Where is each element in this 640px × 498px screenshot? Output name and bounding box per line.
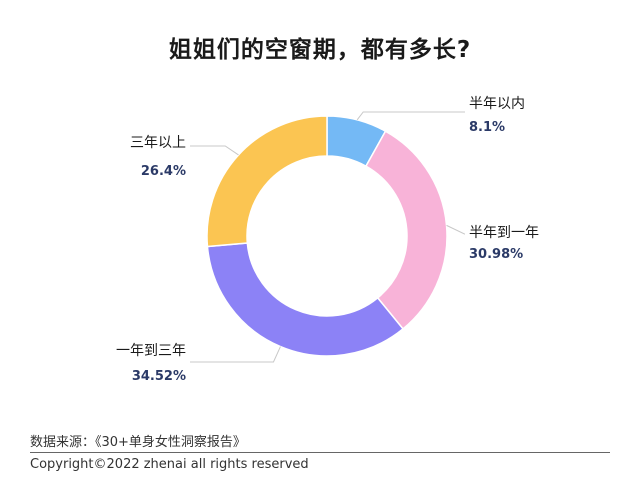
donut-slice-4 xyxy=(206,115,328,248)
donut-slices xyxy=(206,115,448,357)
slice-label-name-3: 一年到三年 xyxy=(116,343,186,359)
slice-label-value-4: 26.4% xyxy=(141,164,186,179)
slice-label-value-3: 34.52% xyxy=(132,369,186,384)
leader-line-1 xyxy=(356,111,465,121)
leader-line-2 xyxy=(446,224,465,235)
slice-label-value-1: 8.1% xyxy=(469,120,505,135)
copyright-text: Copyright©2022 zhenai all rights reserve… xyxy=(30,457,309,472)
slice-label-value-2: 30.98% xyxy=(469,247,523,262)
data-source-note: 数据来源：《30+单身女性洞察报告》 xyxy=(30,435,246,450)
leader-line-3 xyxy=(190,346,281,363)
slice-label-name-2: 半年到一年 xyxy=(469,225,539,241)
donut-slice-2 xyxy=(364,130,448,330)
leader-line-4 xyxy=(190,145,239,156)
slice-label-name-1: 半年以内 xyxy=(469,96,525,112)
donut-slice-3 xyxy=(206,242,405,357)
slice-label-name-4: 三年以上 xyxy=(130,135,186,151)
slice-labels: 半年以内 8.1% 半年到一年 30.98% 一年到三年 34.52% 三年以上 26.4% xyxy=(116,96,539,384)
footer-divider xyxy=(30,452,610,453)
leader-lines xyxy=(190,111,465,363)
chart-title: 姐姐们的空窗期，都有多长? xyxy=(168,37,472,63)
